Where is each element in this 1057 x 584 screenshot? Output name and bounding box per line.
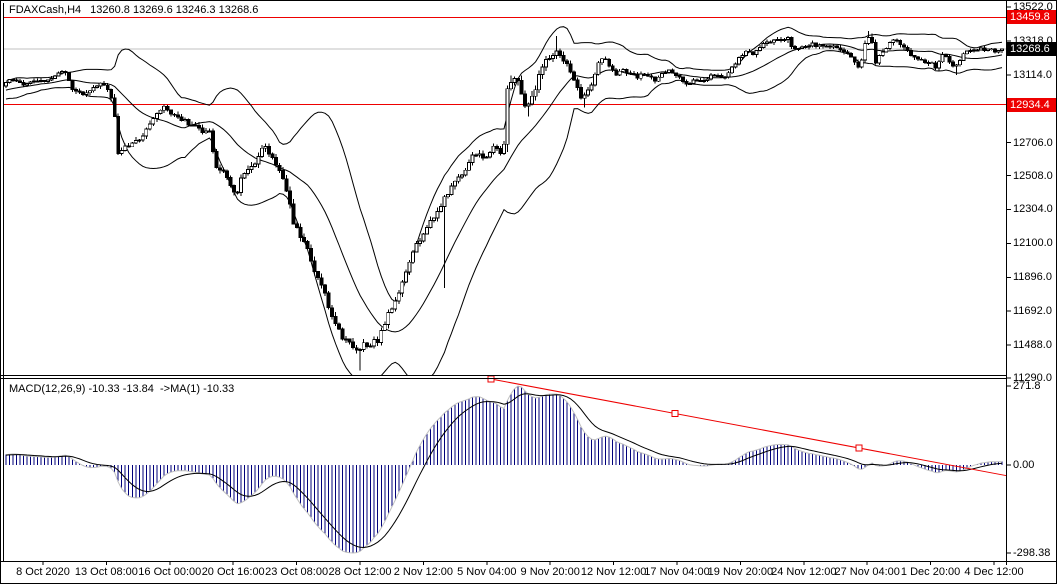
- price-axis-tick-label: 11488.0: [1013, 339, 1052, 352]
- bollinger-bands: [5, 26, 1003, 375]
- time-axis-label: 24 Nov 12:00: [771, 566, 837, 578]
- time-axis-label: 28 Oct 12:00: [328, 566, 392, 578]
- macd-indicator-label: MACD(12,26,9) -10.33 -13.84 ->MA(1) -10.…: [9, 383, 235, 395]
- time-axis-label: 17 Nov 04:00: [644, 566, 710, 578]
- time-axis-label: 4 Dec 12:00: [964, 566, 1024, 578]
- macd-indicator-pane[interactable]: [3, 379, 1006, 561]
- time-axis-label: 1 Dec 20:00: [900, 566, 961, 578]
- price-chart-pane[interactable]: [3, 3, 1006, 375]
- price-axis-tick-label: 11290.0: [1013, 372, 1052, 384]
- time-axis-label: 8 Oct 2020: [16, 566, 70, 578]
- macd-axis-tick-label: 0.00: [1013, 459, 1035, 471]
- current-price-badge: 13268.6: [1007, 42, 1056, 57]
- time-axis-label: 9 Nov 20:00: [520, 566, 580, 578]
- time-axis-label: 16 Oct 00:00: [138, 566, 202, 578]
- macd-axis-tick-label: 271.8: [1013, 380, 1041, 392]
- time-axis-label: 20 Oct 16:00: [201, 566, 265, 578]
- time-axis-label: 2 Nov 12:00: [393, 566, 454, 578]
- chart-frame-lines: [1, 1, 1056, 565]
- price-axis-tick-label: 12508.0: [1013, 169, 1053, 182]
- price-axis-tick-label: 12706.0: [1013, 136, 1053, 149]
- ohlc-values: 13260.8 13269.6 13246.3 13268.6: [90, 4, 259, 16]
- candlesticks: [4, 31, 1004, 371]
- level-price-badge: 12934.4: [1007, 97, 1056, 112]
- price-axis-tick-label: 11692.0: [1013, 305, 1052, 318]
- macd-axis-tick-label: -298.38: [1013, 547, 1051, 559]
- price-axis-tick-label: 12304.0: [1013, 203, 1053, 216]
- time-axis-label: 19 Nov 20:00: [707, 566, 774, 578]
- time-axis-label: 23 Oct 08:00: [265, 566, 329, 578]
- macd-lines: [5, 385, 1003, 554]
- time-axis-label: 27 Nov 04:00: [834, 566, 900, 578]
- price-axis-tick-label: 13114.0: [1013, 68, 1052, 81]
- time-axis-label: 12 Nov 12:00: [580, 566, 647, 578]
- chart-title-ohlc: FDAXCash,H4 13260.8 13269.6 13246.3 13268…: [9, 4, 258, 16]
- level-price-badge: 13459.8: [1007, 10, 1056, 25]
- time-axis-label: 5 Nov 04:00: [457, 566, 517, 578]
- price-axis-tick-label: 13522.0: [1013, 1, 1053, 13]
- price-axis-tick-label: 12100.0: [1013, 237, 1053, 250]
- time-axis-label: 13 Oct 08:00: [74, 566, 138, 578]
- symbol-period-label: FDAXCash,H4: [9, 4, 82, 16]
- price-axis-tick-label: 11896.0: [1013, 271, 1052, 284]
